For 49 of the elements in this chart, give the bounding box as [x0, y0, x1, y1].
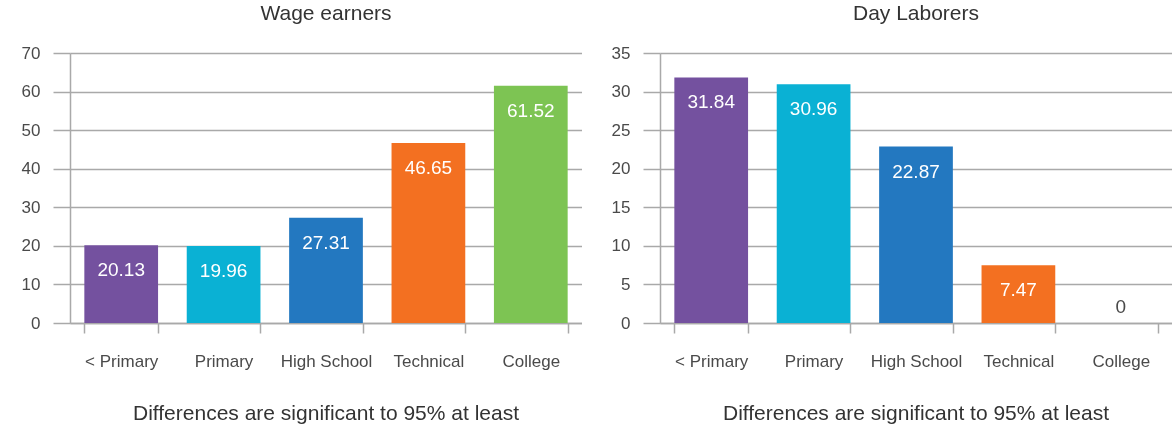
bar — [493, 85, 568, 323]
x-tick-label: < Primary — [675, 351, 749, 371]
x-tick-label: Primary — [784, 351, 844, 371]
y-tick-label: 15 — [611, 197, 631, 217]
bar — [674, 77, 749, 323]
x-tick-label: College — [502, 351, 561, 371]
data-label: 61.52 — [507, 99, 555, 121]
data-label: 31.84 — [687, 91, 736, 113]
data-label: 19.96 — [199, 260, 248, 282]
data-label: 46.65 — [404, 157, 453, 179]
data-label: 20.13 — [97, 259, 145, 281]
y-tick-label: 20 — [611, 159, 631, 179]
data-label: 22.87 — [892, 160, 940, 182]
bar — [981, 265, 1056, 323]
data-label: 27.31 — [302, 231, 350, 253]
y-tick-label: 25 — [611, 120, 631, 140]
bar — [776, 84, 851, 323]
y-tick-label: 0 — [31, 313, 41, 333]
data-label: 7.47 — [999, 279, 1037, 301]
x-tick-label: College — [1092, 351, 1151, 371]
data-label: 30.96 — [789, 98, 838, 120]
y-tick-label: 30 — [611, 82, 631, 102]
y-tick-label: 5 — [621, 274, 631, 294]
y-tick-label: 10 — [21, 274, 41, 294]
y-tick-label: 50 — [21, 120, 41, 140]
y-tick-label: 70 — [21, 43, 41, 63]
y-tick-label: 10 — [611, 236, 631, 256]
x-tick-label: < Primary — [85, 351, 159, 371]
x-tick-label: Primary — [194, 351, 254, 371]
y-tick-label: 30 — [21, 197, 41, 217]
bar — [186, 246, 261, 323]
y-tick-label: 0 — [621, 313, 631, 333]
bar — [391, 143, 466, 323]
bar — [289, 217, 363, 323]
bar — [879, 146, 953, 323]
x-tick-label: High School — [280, 351, 373, 371]
chart-title: Day Laborers — [852, 1, 980, 24]
text: Differences are significant to 95% at least — [133, 401, 520, 424]
x-tick-label: Technical — [393, 351, 465, 371]
bar — [84, 245, 159, 323]
x-tick-label: Technical — [983, 351, 1055, 371]
y-tick-label: 40 — [21, 159, 41, 179]
y-tick-label: 60 — [21, 82, 41, 102]
text: Differences are significant to 95% at least — [723, 401, 1110, 424]
y-tick-label: 35 — [611, 43, 631, 63]
chart-title: Wage earners — [260, 1, 392, 24]
y-tick-label: 20 — [21, 236, 41, 256]
data-label: 0 — [1115, 296, 1127, 317]
x-tick-label: High School — [870, 351, 963, 371]
